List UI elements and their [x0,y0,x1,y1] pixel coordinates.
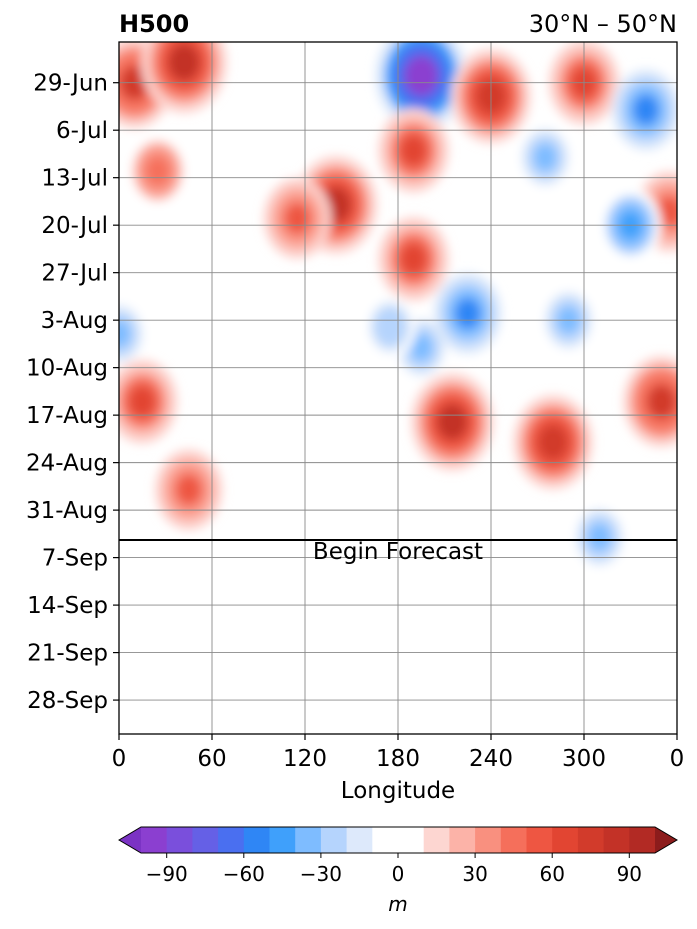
colorbar: −90 −60 −30 0 30 60 90 [118,826,678,886]
colorbar-tick-label: 60 [539,862,564,886]
chart-subtitle: 30°N – 50°N [529,10,677,38]
x-tick-label: 180 [376,746,420,772]
colorbar-swatch [398,827,425,853]
anomaly-contour [633,94,659,125]
x-tick-label: 300 [562,746,606,772]
y-axis: 29-Jun 6-Jul 13-Jul 20-Jul 27-Jul 3-Aug 10-Aug… [26,71,119,714]
colorbar-swatch [269,827,296,853]
colorbar-swatch [218,827,245,853]
y-tick-label: 21-Sep [27,641,108,667]
anomaly-contour [146,157,170,185]
colorbar-extend-over [655,827,677,853]
colorbar-swatch [166,827,193,853]
colorbar-tick-label: −30 [300,862,342,886]
y-tick-label: 7-Sep [42,546,108,572]
x-tick-label: 240 [469,746,513,772]
anomaly-contour [168,43,201,82]
anomaly-contour [588,524,611,551]
colorbar-swatch [320,827,348,853]
y-tick-label: 10-Aug [26,356,108,382]
y-tick-label: 28-Sep [27,688,108,714]
anomaly-contour [119,320,130,347]
chart-title: H500 [119,10,189,38]
anomaly-contour [410,334,433,361]
y-tick-label: 3-Aug [41,308,108,334]
colorbar-swatch [243,827,270,853]
anomaly-contour [534,144,557,171]
colorbar-tick-label: −60 [223,862,265,886]
colorbar-tick-label: 90 [617,862,642,886]
grid-lines [119,42,677,734]
colorbar-swatch [500,827,527,853]
y-tick-label: 29-Jun [33,71,108,97]
y-tick-label: 17-Aug [26,403,108,429]
y-tick-label: 6-Jul [56,118,108,144]
y-tick-label: 24-Aug [26,451,108,477]
anomaly-contour [647,384,676,419]
anomaly-contour [176,474,202,505]
colorbar-tick-label: 30 [462,862,487,886]
colorbar-swatch [449,827,476,853]
anomaly-contour [400,134,427,167]
y-tick-label: 14-Sep [27,593,108,619]
colorbar-tick-label: −90 [146,862,188,886]
colorbar-swatch [346,827,373,853]
colorbar-swatch [372,827,399,853]
colorbar-extend-under [119,827,141,853]
y-tick-label: 20-Jul [41,213,108,239]
begin-forecast-label: Begin Forecast [313,539,483,565]
colorbar-swatch [526,827,553,853]
colorbar-label: m [388,892,407,916]
y-tick-label: 31-Aug [26,498,108,524]
anomaly-contour [436,403,468,441]
anomaly-contour [400,243,427,275]
x-tick-label: 120 [283,746,327,772]
anomaly-contour [129,385,156,418]
anomaly-contour [538,424,568,460]
colorbar-swatch [475,827,502,853]
anomaly-contour [404,55,439,97]
colorbar-swatch [629,827,656,853]
anomaly-contour [656,196,677,227]
colorbar-swatch [423,827,450,853]
colorbar-swatch [295,827,322,853]
colorbar-swatch [192,827,219,853]
anomaly-contour [284,203,310,234]
anomaly-contour [380,315,401,339]
colorbar-tick-label: 0 [392,862,405,886]
y-tick-label: 13-Jul [41,166,108,192]
x-tick-label: 60 [197,746,226,772]
colorbar-swatch [552,827,579,853]
x-tick-label: 0 [112,746,127,772]
colorbar-swatch [141,827,168,853]
x-axis-label: Longitude [341,778,455,804]
anomaly-contour [455,298,481,329]
x-axis: 0 60 120 180 240 300 0 [112,734,685,772]
colorbar-swatch [577,827,605,853]
contour-field [119,42,677,573]
colorbar-swatch [603,827,630,853]
y-tick-label: 27-Jul [41,261,108,287]
x-tick-label: 0 [670,746,685,772]
